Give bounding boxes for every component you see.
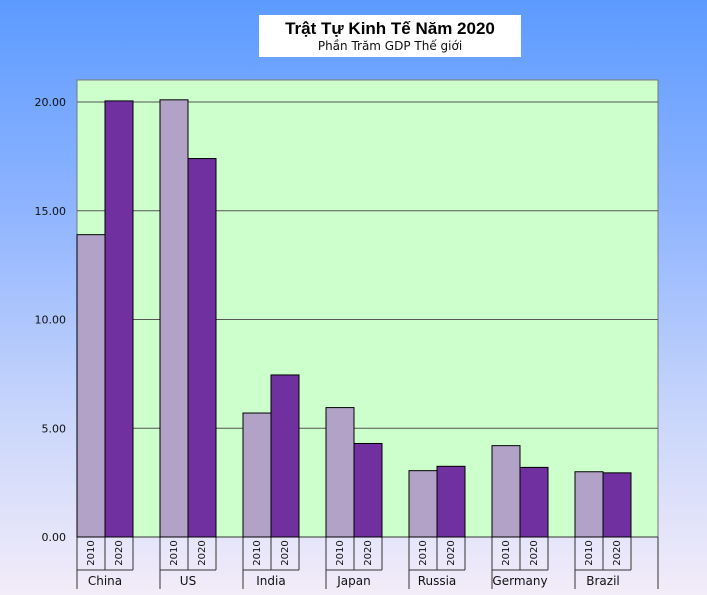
- category-label-brazil: Brazil: [586, 574, 620, 588]
- y-tick-label: 0.00: [42, 531, 67, 544]
- bar-china-2010: [76, 234, 106, 538]
- bar-germany-2010: [491, 445, 521, 538]
- year-label: 2020: [446, 540, 457, 565]
- bar-india-2010: [242, 412, 272, 538]
- year-label: 2010: [252, 540, 263, 565]
- y-tick-label: 20.00: [35, 96, 67, 109]
- bar-japan-2020: [353, 442, 383, 538]
- year-label: 2010: [86, 540, 97, 565]
- bar-russia-2010: [408, 470, 438, 538]
- category-label-china: China: [88, 574, 122, 588]
- bar-us-2010: [159, 99, 189, 538]
- chart-title-box: Trật Tự Kinh Tế Năm 2020 Phần Trăm GDP T…: [259, 15, 521, 57]
- bar-china-2020: [104, 100, 134, 538]
- year-label: 2020: [363, 540, 374, 565]
- year-label: 2010: [169, 540, 180, 565]
- bar-us-2020: [187, 158, 217, 538]
- chart-title: Trật Tự Kinh Tế Năm 2020: [285, 19, 495, 38]
- year-label: 2010: [418, 540, 429, 565]
- y-tick-label: 10.00: [35, 314, 67, 327]
- year-label: 2010: [584, 540, 595, 565]
- y-tick-label: 15.00: [35, 205, 67, 218]
- chart-subtitle: Phần Trăm GDP Thế giới: [317, 39, 463, 53]
- bar-russia-2020: [436, 465, 466, 538]
- bar-brazil-2020: [602, 472, 632, 538]
- category-label-russia: Russia: [418, 574, 457, 588]
- year-label: 2020: [529, 540, 540, 565]
- year-label: 2020: [114, 540, 125, 565]
- bar-germany-2020: [519, 466, 549, 538]
- category-label-us: US: [180, 574, 196, 588]
- category-label-germany: Germany: [492, 574, 547, 588]
- bar-japan-2010: [325, 407, 355, 538]
- category-label-japan: Japan: [336, 574, 370, 588]
- year-label: 2020: [612, 540, 623, 565]
- year-label: 2020: [280, 540, 291, 565]
- bar-brazil-2010: [574, 471, 604, 538]
- bar-india-2020: [270, 374, 300, 538]
- year-label: 2020: [197, 540, 208, 565]
- y-tick-label: 5.00: [42, 422, 67, 435]
- category-label-india: India: [256, 574, 285, 588]
- year-label: 2010: [501, 540, 512, 565]
- year-label: 2010: [335, 540, 346, 565]
